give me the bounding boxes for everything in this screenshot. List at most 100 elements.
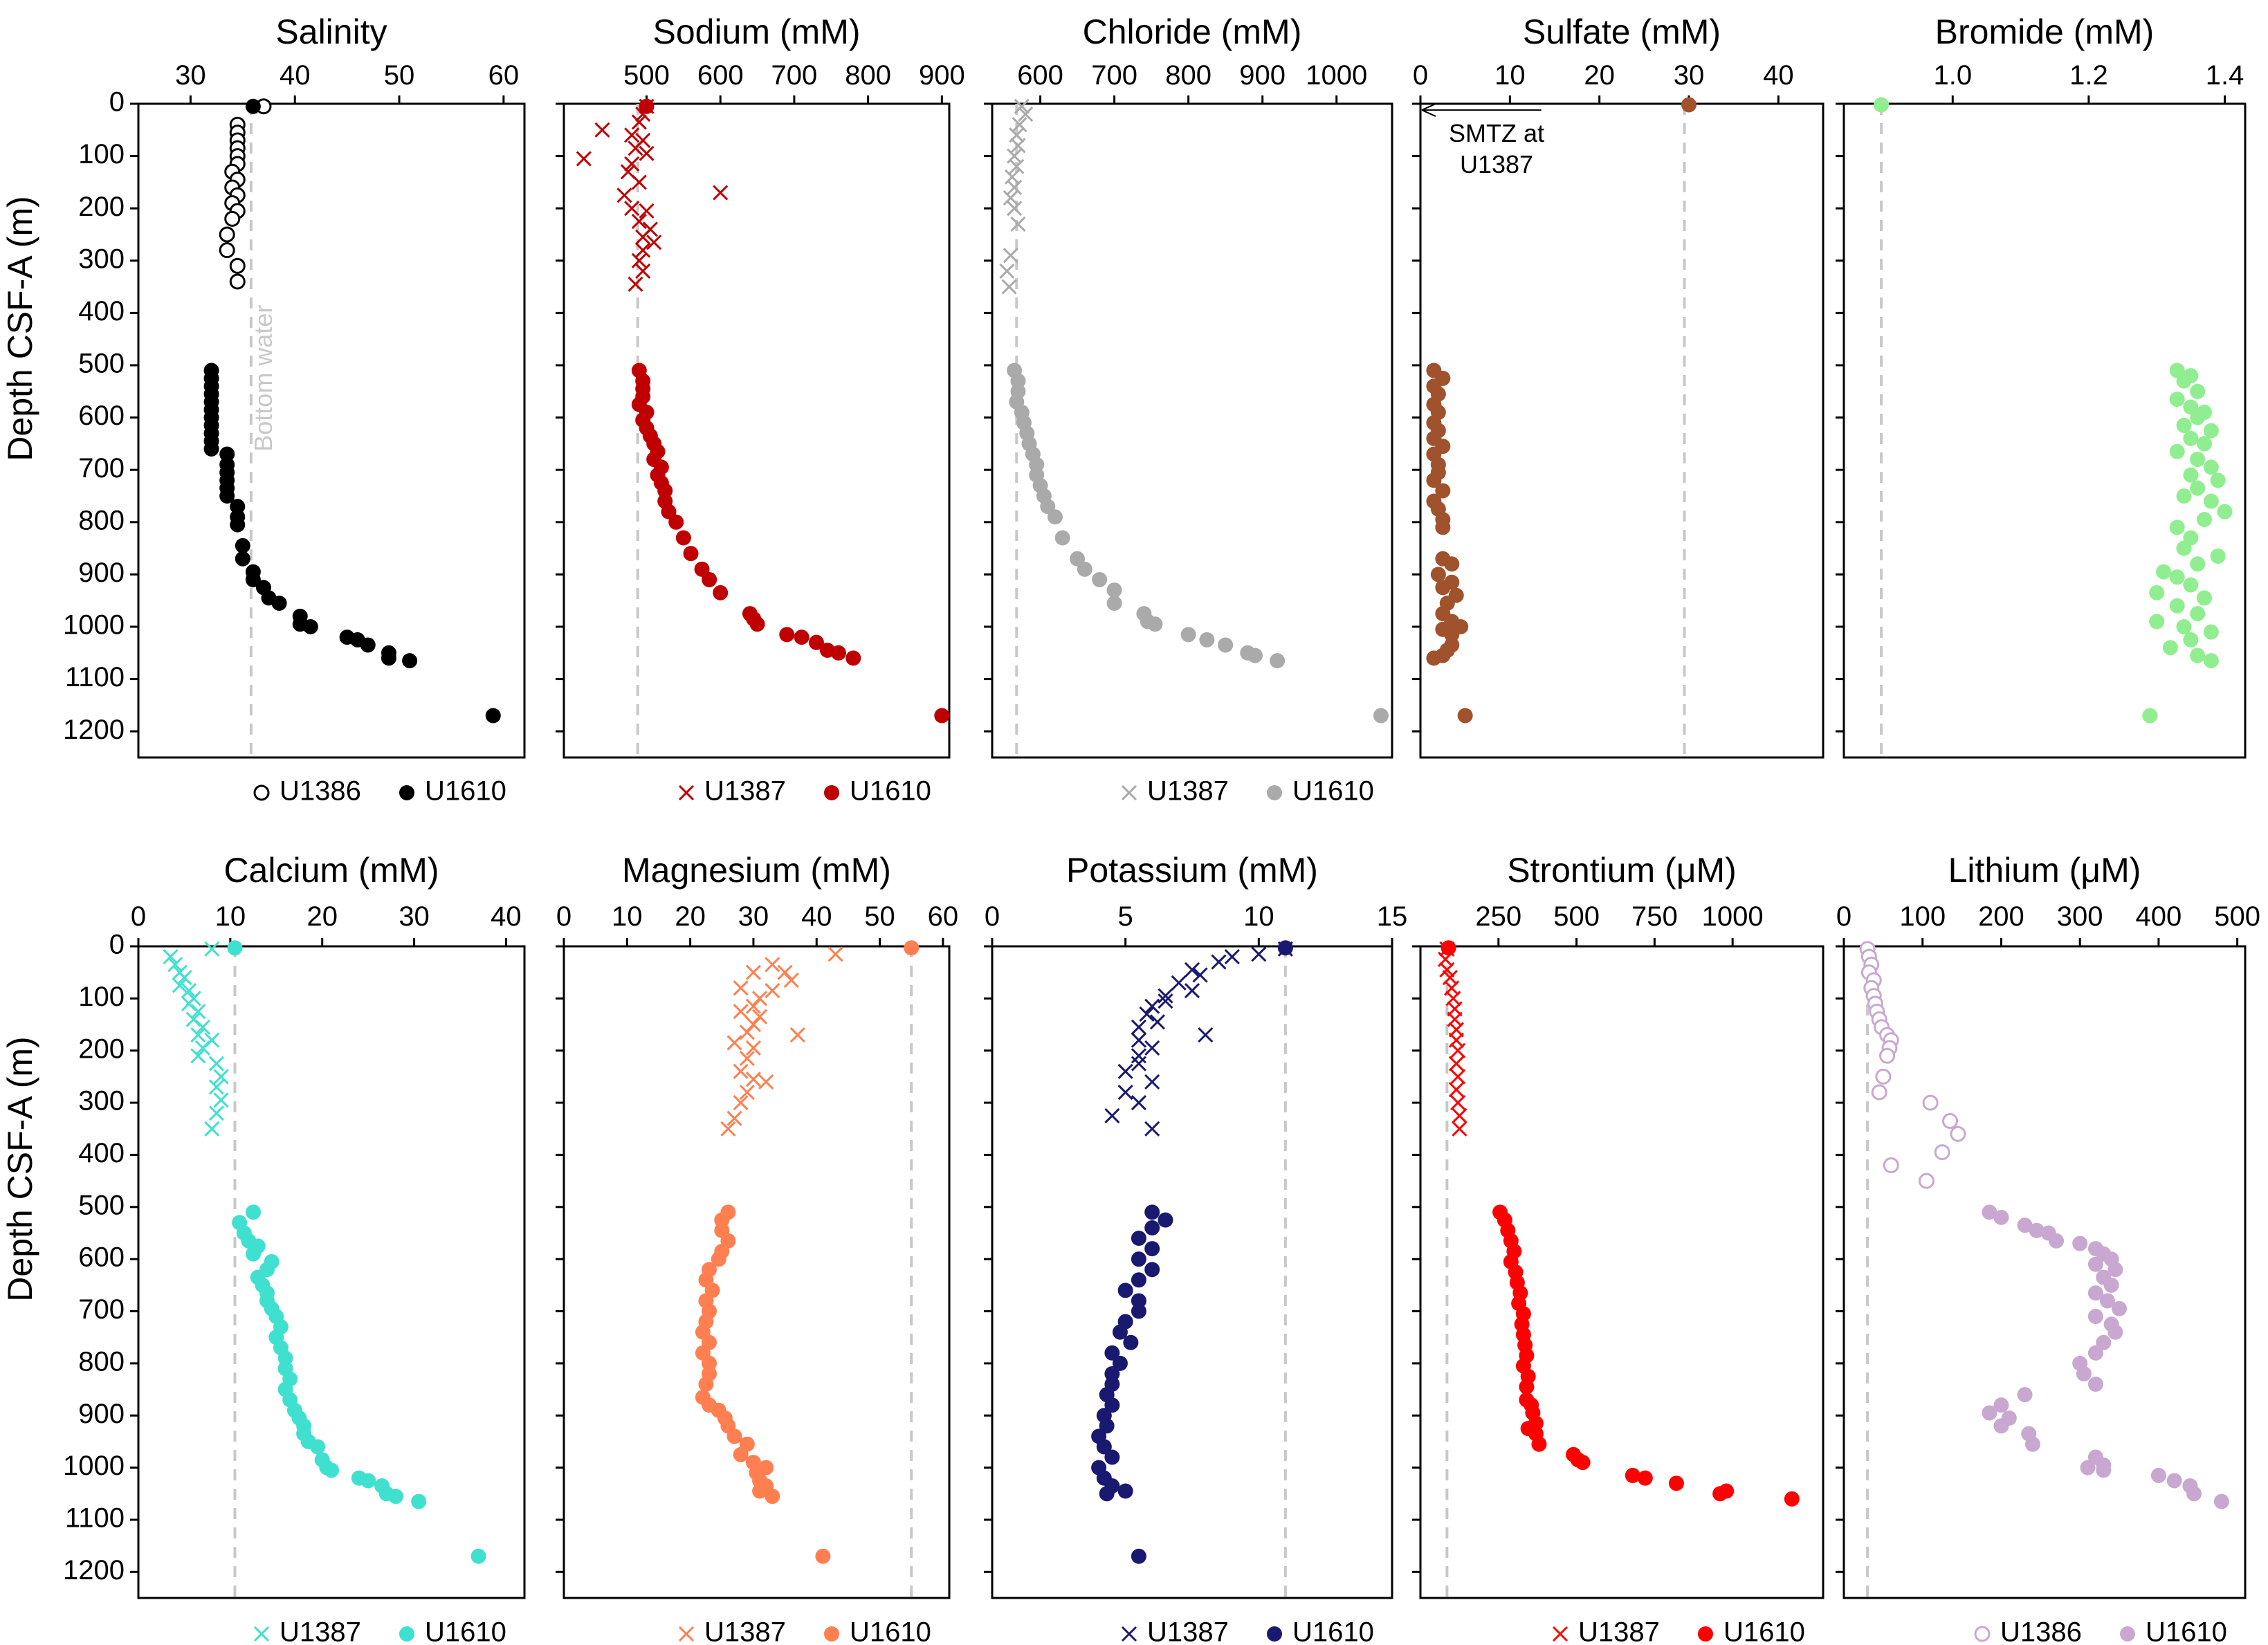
- y-tick-label: 700: [78, 1294, 125, 1325]
- x-tick-label: 1000: [1306, 60, 1367, 91]
- data-point: [1144, 1262, 1160, 1278]
- data-point: [1001, 279, 1017, 295]
- data-point: [2107, 1262, 2123, 1278]
- data-point: [1426, 650, 1442, 666]
- x-tick-label: 800: [845, 60, 891, 91]
- data-point: [1637, 1470, 1653, 1486]
- data-point: [2150, 1467, 2166, 1483]
- data-point: [1144, 1040, 1160, 1056]
- legend: U1386 U1610: [253, 776, 506, 807]
- data-point: [2183, 467, 2199, 483]
- data-point: [1099, 1486, 1115, 1502]
- legend-label: U1387: [704, 1617, 786, 1645]
- data-point: [1158, 1212, 1173, 1228]
- data-point: [2210, 548, 2226, 564]
- data-point: [1144, 1220, 1160, 1235]
- data-point: [624, 127, 640, 143]
- series-u1610: [1441, 940, 1800, 1507]
- data-point: [794, 629, 810, 645]
- data-point: [1450, 1095, 1466, 1111]
- data-point: [777, 964, 793, 980]
- data-point: [845, 650, 861, 666]
- data-point: [904, 940, 920, 956]
- data-point: [1439, 962, 1455, 977]
- panel-title: Lithium (μM): [1948, 851, 2141, 890]
- data-point: [745, 1016, 761, 1033]
- series-u1610: [1091, 940, 1293, 1564]
- y-tick-label: 300: [78, 243, 125, 274]
- y-tick-label: 1000: [63, 1451, 125, 1481]
- data-point: [1104, 1345, 1120, 1361]
- data-point: [360, 1473, 376, 1489]
- data-point: [245, 571, 261, 587]
- x-tick-label: 300: [2057, 901, 2103, 932]
- data-point: [1192, 967, 1208, 983]
- x-tick-label: 40: [491, 901, 522, 932]
- data-point: [702, 571, 717, 587]
- data-point: [1452, 1108, 1467, 1123]
- data-point: [2087, 1377, 2103, 1393]
- legend-marker: [1267, 1626, 1282, 1642]
- data-point: [2017, 1387, 2033, 1403]
- data-point: [733, 1063, 749, 1079]
- x-tick-label: 10: [1243, 901, 1274, 932]
- data-point: [624, 156, 640, 172]
- data-point: [229, 273, 246, 290]
- data-point: [765, 957, 780, 973]
- data-point: [2190, 606, 2206, 622]
- data-point: [1224, 949, 1240, 965]
- data-point: [1199, 632, 1215, 647]
- data-point: [594, 122, 610, 138]
- data-point: [752, 1009, 768, 1024]
- data-point: [1077, 561, 1092, 577]
- data-point: [1444, 556, 1460, 572]
- data-point: [485, 708, 501, 724]
- data-point: [2183, 632, 2199, 647]
- data-point: [1131, 1019, 1146, 1035]
- data-point: [1014, 98, 1030, 114]
- data-point: [2190, 556, 2206, 572]
- legend-label: U1387: [1578, 1617, 1660, 1645]
- y-tick-label: 300: [78, 1086, 125, 1116]
- series-u1387: [576, 98, 729, 292]
- data-point: [1131, 1303, 1146, 1319]
- data-point: [2099, 1293, 2115, 1309]
- data-point: [830, 645, 846, 661]
- x-tick-label: 1.2: [2069, 60, 2108, 91]
- data-point: [1184, 982, 1200, 999]
- data-point: [1012, 117, 1027, 133]
- x-tick-label: 20: [1584, 60, 1615, 91]
- data-point: [203, 441, 219, 457]
- data-point: [1131, 1293, 1146, 1309]
- data-point: [2190, 647, 2206, 663]
- y-tick-label: 900: [78, 1399, 125, 1429]
- data-point: [2029, 1222, 2045, 1238]
- data-point: [1003, 190, 1018, 206]
- x-tick-label: 60: [488, 60, 520, 91]
- data-point: [1982, 1405, 1997, 1421]
- data-point: [1784, 1491, 1800, 1507]
- data-point: [324, 1462, 339, 1478]
- panel-sulfate: Sulfate (mM) 0 10 20 30 40 SMTZ at U1387: [1412, 12, 1825, 759]
- data-point: [1112, 1324, 1128, 1340]
- data-point: [2076, 1366, 2092, 1381]
- data-point: [1681, 97, 1697, 113]
- data-point: [1104, 1108, 1120, 1123]
- data-point: [219, 242, 235, 259]
- x-tick-label: 250: [1475, 901, 1521, 932]
- data-point: [2203, 459, 2219, 475]
- data-point: [2087, 1256, 2103, 1272]
- y-tick-label: 500: [78, 1190, 125, 1220]
- data-point: [1131, 1548, 1146, 1564]
- data-point: [2197, 590, 2213, 606]
- panel-title: Strontium (μM): [1507, 851, 1737, 890]
- legend-label: U1610: [1292, 1617, 1374, 1645]
- data-point: [1993, 1397, 2009, 1413]
- data-point: [1874, 97, 1890, 113]
- data-point: [1029, 457, 1045, 472]
- legend-marker: [1974, 1626, 1991, 1642]
- data-point: [2169, 392, 2185, 407]
- data-point: [245, 98, 261, 114]
- data-point: [1144, 1204, 1160, 1220]
- data-point: [1448, 1056, 1464, 1072]
